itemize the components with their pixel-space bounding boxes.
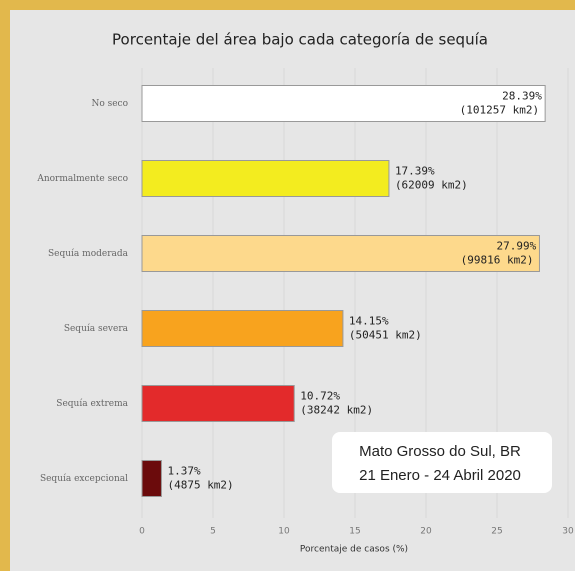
x-tick-label: 25 [491,527,502,537]
bar [141,85,546,122]
x-tick-label: 30 [562,527,574,537]
area-label: (50451 km2) [349,329,422,342]
value-label: 28.39% [502,90,542,103]
x-axis-label: Porcentaje de casos (%) [300,545,408,555]
y-tick-label: Sequía moderada [48,248,129,259]
x-tick-label: 15 [349,527,360,537]
value-label: 1.37% [167,465,200,478]
area-label: (101257 km2) [460,104,539,117]
y-tick-label: No seco [91,99,128,109]
y-tick-label: Sequía extrema [56,398,128,409]
value-label: 17.39% [395,165,435,178]
bar [141,160,390,197]
area-label: (4875 km2) [167,479,233,492]
value-label: 14.15% [349,315,389,328]
y-tick-label: Anormalmente seco [36,174,128,184]
y-tick-label: Sequía severa [64,323,129,334]
bar [141,310,344,347]
x-tick-label: 0 [139,527,145,537]
x-tick-label: 20 [420,527,432,537]
chart-title: Porcentaje del área bajo cada categoría … [112,31,488,49]
y-tick-label: Sequía excepcional [40,473,128,484]
annotation: Mato Grosso do Sul, BR [359,443,521,460]
bar [141,460,162,497]
bar [141,385,295,422]
area-label: (38242 km2) [300,404,373,417]
annotation: 21 Enero - 24 Abril 2020 [359,467,521,484]
annotation-box [332,432,552,493]
bar [141,235,540,272]
area-label: (62009 km2) [395,179,468,192]
x-tick-label: 5 [210,527,216,537]
value-label: 10.72% [300,390,340,403]
x-tick-label: 10 [278,527,290,537]
area-label: (99816 km2) [461,254,534,267]
value-label: 27.99% [496,240,536,253]
